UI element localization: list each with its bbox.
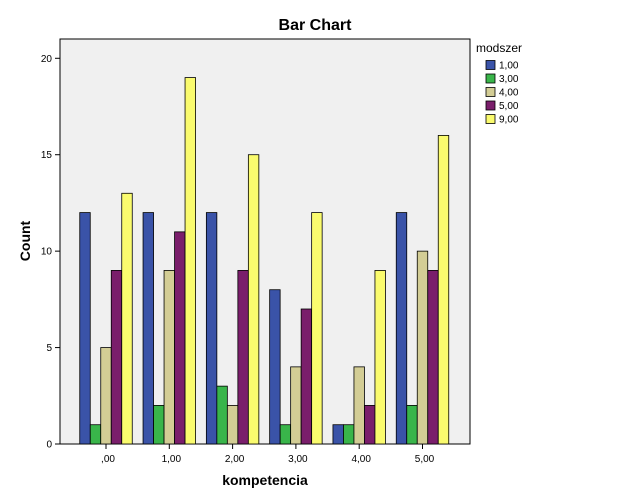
y-tick-label: 10 xyxy=(41,247,53,258)
legend-swatch xyxy=(485,100,496,111)
bar-,00-series-3,00 xyxy=(89,424,102,445)
chart-title: Bar Chart xyxy=(279,17,353,34)
bar-2,00-series-3,00 xyxy=(216,385,228,445)
y-axis: 0 5 10 15 20 xyxy=(41,54,60,451)
bar-3,00-series-5,00 xyxy=(300,308,313,445)
bar-4,00-series-5,00 xyxy=(364,405,376,445)
x-tick-label: 4,00 xyxy=(351,454,371,465)
bar-4,00-series-1,00 xyxy=(332,424,344,445)
bar-,00-series-5,00 xyxy=(110,270,123,445)
legend-swatch xyxy=(485,60,496,70)
bar-5,00-series-4,00 xyxy=(416,250,429,445)
bar-1,00-series-1,00 xyxy=(142,212,154,445)
bar-3,00-series-1,00 xyxy=(269,289,281,445)
bars-group xyxy=(79,77,450,445)
bar-5,00-series-3,00 xyxy=(406,405,418,445)
bar-5,00-series-5,00 xyxy=(427,270,439,445)
x-tick-label: 3,00 xyxy=(288,454,308,465)
bar-4,00-series-3,00 xyxy=(343,424,355,445)
y-tick-label: 15 xyxy=(41,150,53,161)
bar-2,00-series-4,00 xyxy=(226,405,239,445)
bar-2,00-series-1,00 xyxy=(205,212,218,445)
legend-label: 3,00 xyxy=(499,74,519,85)
legend-label: 4,00 xyxy=(499,88,519,99)
bar-1,00-series-3,00 xyxy=(153,405,165,445)
y-tick-label: 20 xyxy=(41,54,53,65)
x-axis: ,00 1,00 2,00 3,00 4,00 5,00 xyxy=(101,444,435,465)
bar-,00-series-1,00 xyxy=(79,212,91,445)
x-tick-label: 2,00 xyxy=(225,454,245,465)
legend-swatch xyxy=(485,87,496,97)
legend-swatch xyxy=(485,73,496,84)
bar-,00-series-4,00 xyxy=(100,347,112,445)
bar-3,00-series-4,00 xyxy=(290,366,302,445)
y-axis-title: Count xyxy=(17,220,33,261)
y-tick-label: 0 xyxy=(46,440,52,451)
legend-label: 5,00 xyxy=(499,101,519,112)
bar-5,00-series-9,00 xyxy=(437,135,450,445)
bar-2,00-series-9,00 xyxy=(247,154,260,445)
legend: modszer 1,00 3,00 4,00 5,00 9,00 xyxy=(476,41,522,126)
x-tick-label: 5,00 xyxy=(415,454,435,465)
legend-title: modszer xyxy=(476,41,522,55)
bar-,00-series-9,00 xyxy=(121,192,133,445)
bar-1,00-series-4,00 xyxy=(163,270,175,445)
bar-3,00-series-9,00 xyxy=(311,212,323,445)
legend-label: 1,00 xyxy=(499,61,519,72)
y-tick-label: 5 xyxy=(46,343,52,354)
bar-4,00-series-9,00 xyxy=(374,270,386,445)
bar-2,00-series-5,00 xyxy=(237,270,249,445)
legend-swatch xyxy=(485,114,496,124)
bar-4,00-series-4,00 xyxy=(353,366,365,445)
bar-1,00-series-9,00 xyxy=(184,77,196,445)
x-axis-title: kompetencia xyxy=(222,472,308,488)
x-tick-label: ,00 xyxy=(101,454,115,465)
x-tick-label: 1,00 xyxy=(162,454,182,465)
bar-3,00-series-3,00 xyxy=(279,424,292,445)
legend-label: 9,00 xyxy=(499,115,519,126)
bar-1,00-series-5,00 xyxy=(174,231,186,445)
bar-5,00-series-1,00 xyxy=(395,212,408,445)
